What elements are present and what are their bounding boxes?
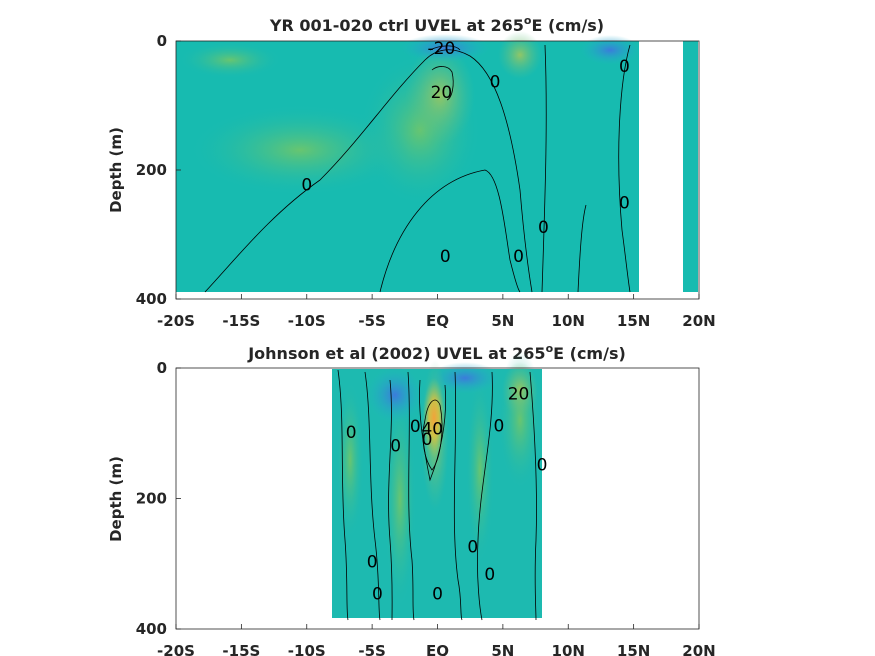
contour-label: 0 [490,72,501,92]
contour-label: 0 [346,423,357,443]
x-tick-label: 5N [491,642,514,656]
eq-undercurrent-core [405,45,475,145]
x-axis-ticks: -20S -15S -10S -5S EQ 5N 10N 15N 20N [157,294,716,330]
x-axis-ticks: -20S -15S -10S -5S EQ 5N 10N 15N 20N [157,624,716,656]
contour-lines [204,44,631,293]
panel-ctrl: YR 001-020 ctrl UVEL at 265oE (cm/s) Dep… [107,14,716,330]
contour-label: -20 [428,39,456,59]
contour-label: 0 [422,430,433,450]
x-tick-label: 15N [617,642,650,656]
green-column-3 [466,375,494,565]
x-tick-label: 20N [682,312,715,330]
x-tick-label: -5S [358,642,385,656]
blue-core-left [367,367,423,423]
contour-label: 0 [537,455,548,475]
field-strip [631,41,639,292]
contour-label: 0 [619,194,630,214]
contour-label: 0 [367,553,378,573]
contour-label: 0 [372,585,383,605]
y-axis-ticks: 0 200 400 [136,32,181,308]
ncc-core [498,31,542,79]
y-tick-label: 0 [157,32,167,50]
contour-label: 0 [467,538,478,558]
contour-label: 0 [301,176,312,196]
euc-core [423,378,445,458]
y-tick-label: 200 [136,490,167,508]
contour-lines [337,369,537,621]
x-tick-label: -10S [288,642,326,656]
y-axis-label: Depth (m) [107,127,125,213]
y-axis-ticks: 0 200 400 [136,359,181,638]
y-tick-label: 0 [157,359,167,377]
x-tick-label: 10N [552,642,585,656]
blue-core-right [580,35,640,65]
x-tick-label: EQ [426,642,449,656]
contour-label: 0 [410,417,421,437]
x-tick-label: 20N [682,642,715,656]
x-tick-label: 5N [491,312,514,330]
sec-core [430,362,500,394]
x-tick-label: EQ [426,312,449,330]
x-tick-label: -15S [222,312,260,330]
x-tick-label: 10N [552,312,585,330]
contour-label: 0 [538,218,549,238]
contour-label: 0 [390,437,401,457]
chart-title: YR 001-020 ctrl UVEL at 265oE (cm/s) [269,14,604,35]
contour-label: 40 [421,420,443,440]
x-tick-label: -15S [222,642,260,656]
x-tick-label: -10S [288,312,326,330]
gap-mask [639,41,683,296]
contour-label: 20 [508,384,530,404]
contour-label: 0 [619,57,630,77]
contour-label: 0 [513,247,524,267]
green-column-1 [336,380,364,540]
x-tick-label: -20S [157,642,195,656]
y-tick-label: 400 [136,620,167,638]
green-core-left [180,42,280,78]
x-tick-label: -20S [157,312,195,330]
x-tick-label: -5S [358,312,385,330]
contour-label: 0 [432,585,443,605]
contour-label: 0 [484,565,495,585]
y-tick-label: 400 [136,290,167,308]
y-axis-label: Depth (m) [107,456,125,542]
panel-johnson: Johnson et al (2002) UVEL at 265oE (cm/s… [107,342,716,656]
contour-label: 20 [431,83,453,103]
contour-label: 0 [440,247,451,267]
ncc-core [502,362,538,418]
x-tick-label: 15N [617,312,650,330]
green-column-2 [384,390,416,610]
field-strip-right [683,41,698,292]
y-tick-label: 200 [136,161,167,179]
chart-title: Johnson et al (2002) UVEL at 265oE (cm/s… [247,342,626,363]
green-band [190,105,410,195]
contour-label: 0 [494,416,505,436]
velocity-field [332,350,542,630]
bottom-mask [332,618,542,630]
